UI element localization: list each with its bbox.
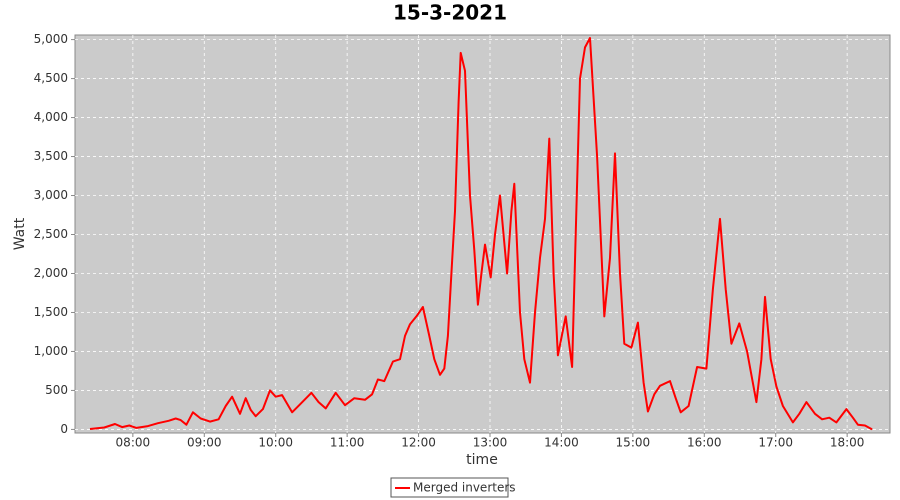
x-tick-label: 12:00: [401, 436, 436, 450]
y-axis-label: Watt: [12, 217, 28, 250]
legend-label: Merged inverters: [413, 481, 516, 495]
x-tick-label: 10:00: [258, 436, 293, 450]
y-tick-label: 3,000: [34, 188, 68, 202]
chart-title: 15-3-2021: [393, 1, 507, 25]
x-tick-label: 11:00: [330, 436, 365, 450]
y-tick-label: 4,000: [34, 110, 68, 124]
plot-area: [74, 34, 891, 434]
grid: 0 500 1,000 1,500 2,000 2,500 3,000 3,500 4,000 4…: [34, 32, 890, 450]
y-tick-label: 4,500: [34, 71, 68, 85]
y-tick-label: 5,000: [34, 32, 68, 46]
series: [89, 37, 873, 431]
y-tick-label: 3,500: [34, 149, 68, 163]
legend-box: [390, 477, 509, 498]
y-tick-label: 0: [60, 422, 68, 436]
x-tick-label: 15:00: [616, 436, 651, 450]
legend: Merged inverters: [390, 477, 516, 498]
x-axis-label: time: [466, 452, 498, 468]
y-tick-label: 1,000: [34, 344, 68, 358]
x-tick-label: 17:00: [758, 436, 793, 450]
x-tick-label: 16:00: [687, 436, 722, 450]
y-tick-label: 1,500: [34, 305, 68, 319]
y-tick-label: 2,000: [34, 266, 68, 280]
x-tick-label: 09:00: [187, 436, 222, 450]
y-tick-label: 2,500: [34, 227, 68, 241]
x-tick-label: 18:00: [830, 436, 865, 450]
x-tick-label: 08:00: [116, 436, 151, 450]
x-tick-label: 14:00: [544, 436, 579, 450]
x-tick-label: 13:00: [473, 436, 508, 450]
line: [89, 37, 873, 431]
y-tick-label: 500: [45, 383, 68, 397]
